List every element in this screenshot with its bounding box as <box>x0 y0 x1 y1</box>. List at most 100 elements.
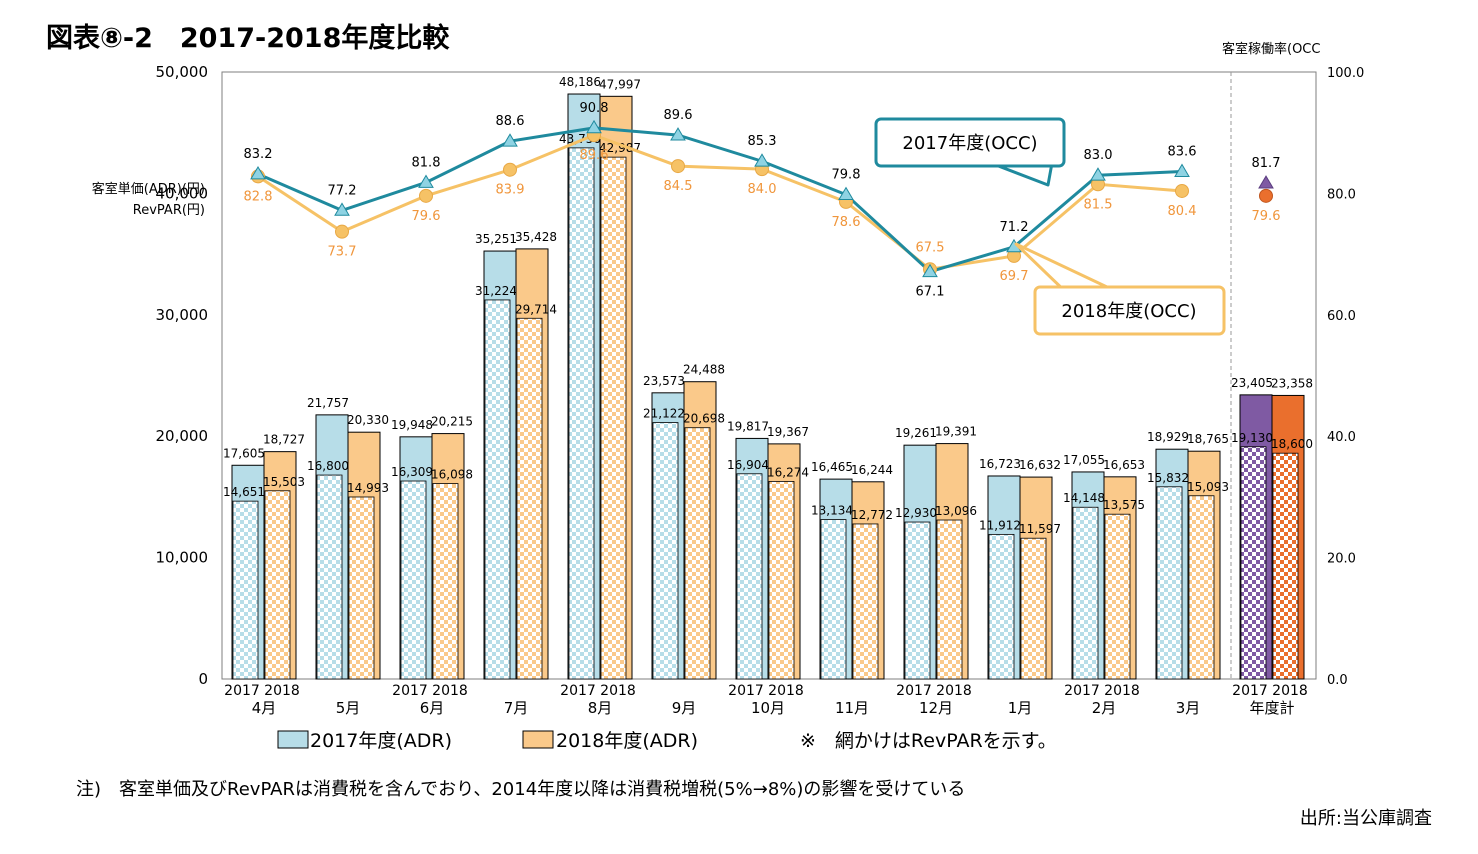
legend-label-2018: 2018年度(ADR) <box>556 730 698 752</box>
revpar-2017-bar <box>904 521 931 680</box>
revpar-2017-bar <box>988 533 1015 680</box>
adr-2018-value: 16,632 <box>1019 458 1061 472</box>
occ-2018-point <box>1259 188 1273 203</box>
occ-2017-point <box>334 202 350 216</box>
bar-marks <box>231 93 1305 680</box>
adr-2017-value: 16,723 <box>979 457 1021 471</box>
callout-2017-text: 2017年度(OCC) <box>902 133 1037 154</box>
revpar-2017-bar <box>736 473 763 680</box>
occ-2017-value: 81.7 <box>1252 156 1281 171</box>
revpar-2018-value: 14,993 <box>347 481 389 495</box>
occ-2018-value: 84.0 <box>748 182 777 197</box>
revpar-2018-value: 20,698 <box>683 412 725 426</box>
occ-2017-value: 81.8 <box>412 155 441 170</box>
revpar-2018-bar <box>936 519 963 680</box>
revpar-2018-value: 16,098 <box>431 468 473 482</box>
adr-2017-value: 19,261 <box>895 426 937 440</box>
adr-2017-value: 21,757 <box>307 396 349 410</box>
right-tick-label: 80.0 <box>1327 187 1356 202</box>
occ-2017-value: 67.1 <box>916 285 945 300</box>
adr-2017-value: 17,055 <box>1063 453 1105 467</box>
x-year-label-2018: 2018 <box>936 683 972 699</box>
x-year-label-2017: 2017 <box>224 683 260 699</box>
adr-2018-value: 19,391 <box>935 425 977 439</box>
right-tick-label: 20.0 <box>1327 552 1356 567</box>
source: 出所:当公庫調査 <box>1300 808 1432 829</box>
revpar-2018-bar <box>1020 537 1047 680</box>
occ-2017-line <box>257 126 1183 274</box>
occ-2017-value: 89.6 <box>664 108 693 123</box>
occ-2018-value: 81.5 <box>1084 197 1113 212</box>
occ-2017-value: 88.6 <box>496 114 525 129</box>
footnote: 注) 客室単価及びRevPARは消費税を含んでおり、2014年度以降は消費税増税… <box>76 779 965 800</box>
x-year-label-2017: 2017 <box>560 683 596 699</box>
adr-2018-value: 47,997 <box>599 77 641 91</box>
occ-2018-value: 69.7 <box>1000 269 1029 284</box>
occ-2018-point <box>1175 183 1189 198</box>
revpar-2017-bar <box>1156 486 1183 680</box>
revpar-2018-bar <box>600 156 627 680</box>
occ-2017-point <box>754 153 770 167</box>
x-category-label: 11月 <box>835 699 869 717</box>
revpar-2017-value: 15,832 <box>1147 471 1189 485</box>
adr-2017-value: 48,186 <box>559 75 601 89</box>
occ-2017-value: 83.6 <box>1168 145 1197 160</box>
occ-2018-point <box>419 188 433 203</box>
x-category-label: 9月 <box>672 699 697 717</box>
revpar-2017-value: 21,122 <box>643 407 685 421</box>
revpar-2018-bar <box>1104 513 1131 680</box>
occ-2018-value: 84.5 <box>664 179 693 194</box>
revpar-2018-bar <box>516 317 543 680</box>
revpar-2018-value: 12,772 <box>851 508 893 522</box>
adr-2018-value: 16,244 <box>851 463 893 477</box>
occ-2017-value: 83.0 <box>1084 148 1113 163</box>
revpar-2017-value: 12,930 <box>895 506 937 520</box>
legend-note: ※ 網かけはRevPARを示す。 <box>800 730 1057 752</box>
left-tick-label: 20,000 <box>156 427 209 445</box>
revpar-2017-value: 13,134 <box>811 504 853 518</box>
adr-2017-value: 23,573 <box>643 374 685 388</box>
revpar-2018-bar <box>348 496 375 680</box>
occ-2017-point <box>1258 175 1274 189</box>
adr-2018-value: 19,367 <box>767 425 809 439</box>
right-tick-label: 60.0 <box>1327 309 1356 324</box>
adr-2018-value: 18,765 <box>1187 432 1229 446</box>
x-year-label-2018: 2018 <box>1272 683 1308 699</box>
occ-2018-value: 79.6 <box>1252 209 1281 224</box>
x-category-label: 2月 <box>1092 699 1117 717</box>
revpar-2017-value: 16,309 <box>391 465 433 479</box>
right-tick-label: 100.0 <box>1327 66 1364 81</box>
revpar-2018-bar <box>684 427 711 680</box>
callout-2018: 2018年度(OCC) <box>1014 242 1226 336</box>
revpar-2017-value: 11,912 <box>979 518 1021 532</box>
adr-2017-value: 18,929 <box>1147 430 1189 444</box>
occ-2017-value: 71.2 <box>1000 220 1029 235</box>
callout-2017: 2017年度(OCC) <box>874 117 1066 187</box>
adr-2017-value: 17,605 <box>223 446 265 460</box>
left-tick-label: 40,000 <box>156 184 209 202</box>
revpar-2017-bar <box>232 500 259 680</box>
occ-2017-point <box>1174 163 1190 177</box>
occ-2017-value: 77.2 <box>328 183 357 198</box>
revpar-2017-bar <box>1072 506 1099 680</box>
occ-2017-value: 83.2 <box>244 147 273 162</box>
revpar-2017-value: 31,224 <box>475 284 517 298</box>
revpar-2018-bar <box>1188 495 1215 680</box>
legend-swatch-2017 <box>277 730 309 749</box>
legend-label-2017: 2017年度(ADR) <box>310 730 452 752</box>
revpar-2017-value: 16,904 <box>727 458 769 472</box>
x-year-label-2017: 2017 <box>896 683 932 699</box>
revpar-2017-bar <box>484 299 511 680</box>
adr-2017-value: 19,817 <box>727 419 769 433</box>
right-axis-label: 客室稼働率(OCC <box>1222 41 1320 57</box>
left-tick-label: 10,000 <box>156 549 209 567</box>
revpar-2017-value: 14,651 <box>223 485 265 499</box>
revpar-2018-value: 15,093 <box>1187 480 1229 494</box>
occ-2018-point <box>335 224 349 239</box>
x-year-label-2017: 2017 <box>1064 683 1100 699</box>
adr-2017-value: 19,948 <box>391 418 433 432</box>
occ-2017-point <box>586 119 602 134</box>
x-year-label-2017: 2017 <box>392 683 428 699</box>
